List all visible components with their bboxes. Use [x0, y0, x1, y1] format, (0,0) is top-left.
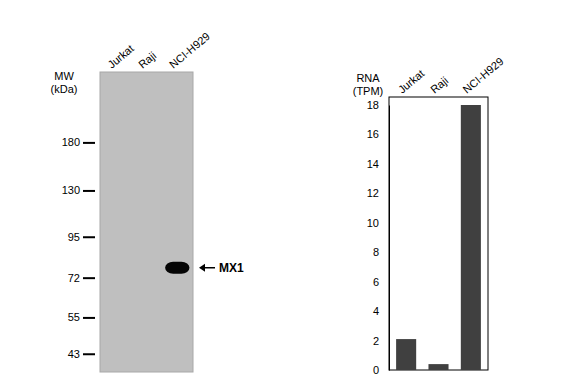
- tick: 55: [68, 311, 95, 323]
- lane-label: NCI-H929: [460, 55, 505, 96]
- tick: 180: [62, 136, 95, 148]
- tick: 14: [367, 158, 389, 170]
- tick-label: 95: [68, 231, 80, 243]
- tick-mark: [83, 317, 95, 319]
- tick-mark: [83, 190, 95, 192]
- tick-label: 2: [373, 335, 379, 347]
- lane-label: Raji: [428, 74, 450, 95]
- tick-label: 16: [367, 128, 379, 140]
- tick-label: 8: [373, 246, 379, 258]
- bar: [461, 105, 481, 370]
- axis-title: RNA(TPM): [353, 72, 384, 97]
- tick-label: 180: [62, 136, 80, 148]
- lane-label: Raji: [136, 49, 158, 70]
- tick: 8: [373, 246, 389, 258]
- tick-label: 55: [68, 311, 80, 323]
- tick-mark: [83, 353, 95, 355]
- tick: 10: [367, 217, 389, 229]
- y-axis: 180 130 95 72 55 43: [62, 73, 96, 373]
- lane-label: Jurkat: [396, 67, 427, 95]
- y-axis: 0 2 4 6 8 10 12 14 16 18: [367, 99, 390, 376]
- tick: 72: [68, 272, 95, 284]
- tick: 0: [373, 364, 389, 376]
- chart-bar: 0 2 4 6 8 10 12 14 16 18 RNA(TPM) JurkatRaji NCI-H92…: [353, 55, 506, 376]
- tick: 4: [373, 305, 389, 317]
- figure: 18013095725543MW(kDa)JurkatRajiNCI-H929M…: [0, 0, 582, 378]
- tick-label: 14: [367, 158, 379, 170]
- chart-blot: 180 130 95 72 55 43 MW(kDa) JurkatRaji NCI-H929 M…: [51, 30, 244, 373]
- tick-label: 4: [373, 305, 379, 317]
- bands: [165, 262, 189, 274]
- axis-title: MW(kDa): [51, 70, 78, 95]
- tick-label: 72: [68, 272, 80, 284]
- lane-label: Jurkat: [105, 42, 136, 70]
- tick: 18: [367, 99, 389, 111]
- tick: 95: [68, 231, 95, 243]
- tick-label: 12: [367, 187, 379, 199]
- axis-line: [83, 73, 96, 373]
- arrow-head: [199, 264, 205, 272]
- tick-label: 130: [62, 184, 80, 196]
- tick: 2: [373, 335, 389, 347]
- tick-label: 43: [68, 348, 80, 360]
- tick-label: 6: [373, 276, 379, 288]
- tick-label: 0: [373, 364, 379, 376]
- tick: 130: [62, 184, 95, 196]
- tick: 6: [373, 276, 389, 288]
- lane-label: NCI-H929: [167, 30, 212, 71]
- band-label: MX1: [219, 261, 244, 275]
- tick: 43: [68, 348, 95, 360]
- tick-label: 10: [367, 217, 379, 229]
- plot-frame: [389, 97, 488, 370]
- band: [165, 262, 189, 274]
- tick-mark: [83, 277, 95, 279]
- tick: 16: [367, 128, 389, 140]
- bar: [396, 339, 416, 370]
- tick-mark: [83, 142, 95, 144]
- bar: [428, 364, 448, 370]
- tick-label: 18: [367, 99, 379, 111]
- tick-mark: [83, 236, 95, 238]
- blot-membrane: [100, 72, 193, 372]
- bars: [396, 105, 481, 370]
- tick: 12: [367, 187, 389, 199]
